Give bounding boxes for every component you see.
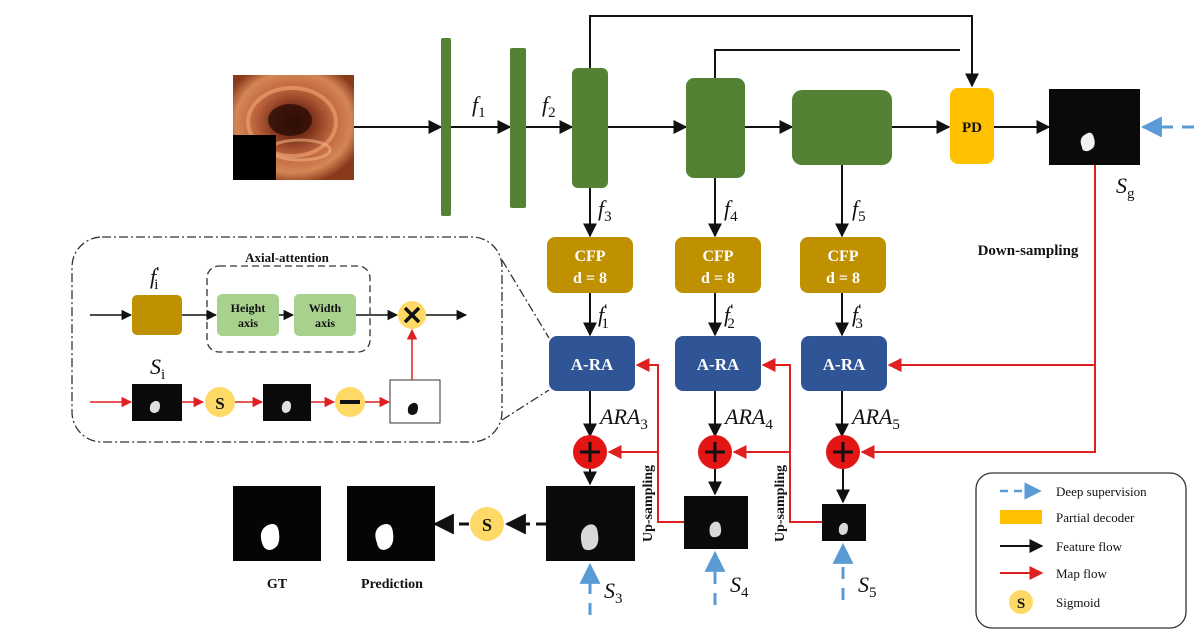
svg-text:d = 8: d = 8 <box>701 270 735 287</box>
sigmoid-node-output: S <box>470 507 504 541</box>
legend-item-feature-flow: Feature flow <box>1056 539 1123 554</box>
legend-sigmoid-symbol: S <box>1017 596 1025 612</box>
axial-attention-title: Axial-attention <box>245 250 330 265</box>
svg-text:Width: Width <box>309 301 342 315</box>
inset-map-reverse <box>389 379 441 424</box>
encoder-block-3 <box>572 68 608 188</box>
map-flow-sg-to-plus3 <box>860 365 1096 459</box>
ara-block-1: A-RA <box>549 336 635 391</box>
arrow-enc3-to-pd <box>589 15 979 88</box>
plus-node-3 <box>826 435 860 469</box>
map-flow-sg-to-ara3 <box>887 165 1096 372</box>
svg-text:CFP: CFP <box>827 248 858 265</box>
minus-node <box>335 387 365 417</box>
plus-node-1 <box>573 435 607 469</box>
svg-text:S: S <box>482 515 492 535</box>
label-ara4: ARA4 <box>723 404 773 433</box>
label-fi-prime: f′ i <box>150 264 159 293</box>
legend-sigmoid-circle-icon <box>1009 590 1033 614</box>
axial-attention-dashed-box <box>206 265 371 353</box>
pd-label: PD <box>962 120 982 136</box>
inset-connector-top <box>501 259 550 339</box>
map-flow-s4-to-ara1 <box>635 358 684 523</box>
svg-text:d = 8: d = 8 <box>826 270 860 287</box>
encoder-block-1 <box>441 38 451 216</box>
label-f1: f1 <box>472 92 486 121</box>
legend-item-sigmoid: Sigmoid <box>1056 595 1101 610</box>
input-image <box>233 75 354 180</box>
cfp-block-2: CFP d = 8 <box>675 237 761 293</box>
inset-map-si <box>132 384 182 421</box>
label-f3-prime: f′ 3 <box>852 302 863 332</box>
cfp-block-1: CFP d = 8 <box>547 237 633 293</box>
label-si: Si <box>150 354 165 383</box>
side-map-s3 <box>546 486 635 561</box>
label-s3: S3 <box>604 578 623 607</box>
inset-feature-block <box>132 295 182 335</box>
inset-map-sigmoid <box>263 384 311 421</box>
down-sampling-label: Down-sampling <box>978 243 1079 259</box>
encoder-block-2 <box>510 48 526 208</box>
map-flow-s5-to-ara2 <box>761 358 822 523</box>
legend-item-deep-supervision: Deep supervision <box>1056 484 1147 499</box>
height-axis-block: Height axis <box>217 294 279 336</box>
label-f4: f4 <box>724 196 738 225</box>
global-map-sg <box>1049 89 1140 165</box>
width-axis-block: Width axis <box>294 294 356 336</box>
label-s5: S5 <box>858 572 877 601</box>
inset-connector-bottom <box>501 389 550 421</box>
label-s4: S4 <box>730 572 749 601</box>
svg-text:Height: Height <box>231 301 266 315</box>
svg-text:A-RA: A-RA <box>823 355 866 374</box>
label-f2: f2 <box>542 92 556 121</box>
legend: Deep supervision Partial decoder Feature… <box>975 472 1187 629</box>
legend-item-map-flow: Map flow <box>1056 566 1108 581</box>
svg-text:A-RA: A-RA <box>697 355 740 374</box>
label-f1-prime: f′ 1 <box>598 302 609 332</box>
legend-item-partial-decoder: Partial decoder <box>1056 510 1135 525</box>
gt-label: GT <box>267 577 288 592</box>
label-f5: f5 <box>852 196 866 225</box>
svg-text:axis: axis <box>238 316 258 330</box>
ara-block-2: A-RA <box>675 336 761 391</box>
svg-text:S: S <box>215 394 224 413</box>
encoder-block-4 <box>686 78 745 178</box>
svg-text:A-RA: A-RA <box>571 355 614 374</box>
gt-map <box>233 486 321 561</box>
label-ara5: ARA5 <box>850 404 900 433</box>
side-map-s5 <box>822 504 866 541</box>
svg-text:axis: axis <box>315 316 335 330</box>
up-sampling-label-1: Up-sampling <box>641 465 656 542</box>
legend-yellow-rect-icon <box>1000 510 1042 524</box>
svg-text:CFP: CFP <box>702 248 733 265</box>
ara-block-3: A-RA <box>801 336 887 391</box>
axial-attention-inset <box>71 236 503 443</box>
prediction-label: Prediction <box>361 577 423 592</box>
multiply-node <box>398 301 426 329</box>
plus-node-2 <box>698 435 732 469</box>
up-sampling-label-2: Up-sampling <box>773 465 788 542</box>
partial-decoder <box>950 88 994 164</box>
label-f3: f3 <box>598 196 612 225</box>
svg-text:d = 8: d = 8 <box>573 270 607 287</box>
cfp-block-3: CFP d = 8 <box>800 237 886 293</box>
encoder-block-5 <box>792 90 892 165</box>
arrow-enc4-to-pd <box>714 49 960 78</box>
prediction-map <box>347 486 435 561</box>
svg-text:CFP: CFP <box>574 248 605 265</box>
inset-sigmoid-node: S <box>205 387 235 417</box>
side-map-s4 <box>684 496 748 549</box>
label-ara3: ARA3 <box>598 404 648 433</box>
label-f2-prime: f′ 2 <box>724 302 735 332</box>
label-sg: Sg <box>1116 173 1135 202</box>
